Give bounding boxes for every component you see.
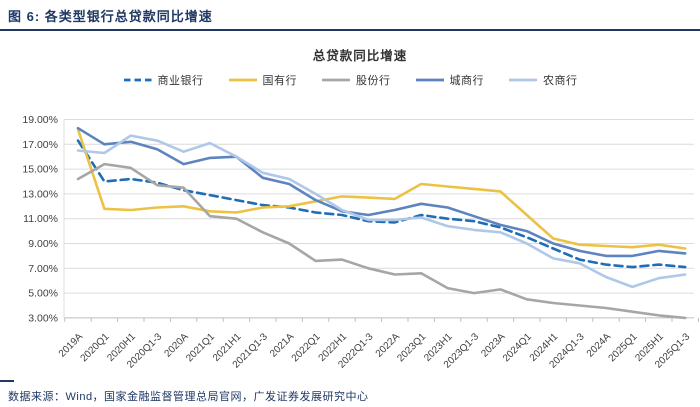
y-axis-tick-label: 7.00% [28,263,58,275]
y-axis-tick-label: 5.00% [28,288,58,300]
legend-item-commercial-bank: 商业银行 [123,72,204,88]
y-axis-tick-label: 9.00% [28,238,58,250]
legend-marker-state-owned-bank [228,78,257,82]
legend-label: 农商行 [543,75,578,87]
x-axis-tick-label: 2021Q1 [184,331,217,364]
series-line-joint-stock-bank [76,162,687,320]
series-line-rural-commercial-bank [76,134,687,289]
x-axis-tick-label: 2020Q1 [79,331,112,364]
y-axis-tick-label: 11.00% [23,213,58,225]
header-divider [0,29,700,31]
legend-marker-city-commercial-bank [415,78,444,82]
legend-label: 股份行 [356,75,391,87]
chart-legend: 商业银行 国有行 股份行 城商行 农商行 [0,72,700,88]
x-axis-tick-label: 2024Q1 [501,331,534,364]
legend-marker-rural-commercial-bank [509,78,537,82]
legend-item-state-owned-bank: 国有行 [228,72,298,88]
figure-header-title: 图 6: 各类型银行总贷款同比增速 [8,9,213,24]
series-line-city-commercial-bank [76,126,687,258]
legend-item-rural-commercial-bank: 农商行 [508,72,578,88]
series-line-state-owned-bank [76,128,687,250]
y-axis-tick-label: 13.00% [22,188,58,200]
legend-label: 国有行 [262,75,297,87]
legend-marker-commercial-bank [123,78,152,82]
legend-label: 城商行 [449,75,484,87]
source-divider [0,380,14,382]
x-axis-tick-label: 2022Q1 [290,331,323,364]
legend-item-joint-stock-bank: 股份行 [321,72,391,88]
legend-item-city-commercial-bank: 城商行 [415,72,485,88]
chart-title: 总贷款同比增速 [312,49,408,63]
y-axis-tick-label: 3.00% [28,312,58,324]
source-note: 数据来源：Wind，国家金融监督管理总局官网，广发证券发展研究中心 [8,391,369,403]
x-axis-tick-label: 2025Q1 [607,331,640,364]
y-axis-tick-label: 19.00% [22,114,58,126]
legend-marker-joint-stock-bank [322,78,350,82]
series-line-commercial-bank [76,139,687,269]
y-axis-tick-label: 17.00% [22,139,58,151]
legend-label: 商业银行 [157,75,204,87]
y-axis-tick-label: 15.00% [22,164,58,176]
x-axis-tick-label: 2023Q1 [395,331,428,364]
